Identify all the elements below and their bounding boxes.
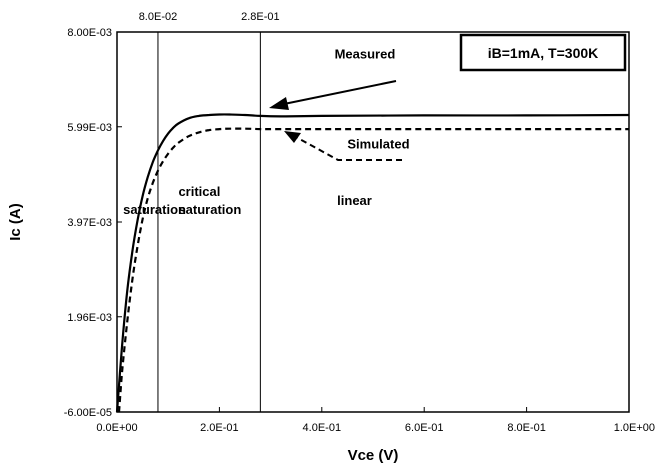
x-tick-label: 2.0E-01 [200,422,239,434]
measured-label: Measured [335,46,396,61]
simulated-arrow-head [284,131,301,143]
plot-border [116,31,630,413]
y-axis-ticks: -6.00E-05 1.96E-03 3.97E-03 5.99E-03 8.00E-0… [64,27,122,419]
x-tick-label: 0.0E+00 [96,422,137,434]
series-simulated-line [117,127,629,413]
y-tick-label: -6.00E-05 [64,407,112,419]
info-box-frame [459,33,627,72]
y-tick-label: 5.99E-03 [67,122,112,134]
x-axis-ticks: 0.0E+00 2.0E-01 4.0E-01 6.0E-01 8.0E-01 1.0E+… [96,407,655,434]
x-tick-label: 1.0E+00 [614,422,655,434]
series-annotations: Measured Simulated [269,46,410,161]
x-tick-label: 4.0E-01 [303,422,342,434]
y-tick-label: 3.97E-03 [67,217,112,229]
measured-arrow-line [283,80,397,105]
y-tick-label: 1.96E-03 [67,312,112,324]
region-label: critical saturation [178,184,241,217]
x-tick-label: 8.0E-01 [507,422,546,434]
y-axis-title: Ic (A) [7,203,24,241]
simulated-arrow-line [295,136,402,161]
y-tick-label: 8.00E-03 [67,27,112,39]
info-box-text: iB=1mA, T=300K [488,45,599,61]
region-label: saturation [123,202,186,217]
x-axis-title: Vce (V) [348,447,399,464]
region-label: linear [337,193,372,208]
x-tick-label: 6.0E-01 [405,422,444,434]
vertical-marker-label: 2.8E-01 [241,11,280,23]
info-box: iB=1mA, T=300K [459,33,627,72]
vertical-markers: 8.0E-02 2.8E-01 [139,11,280,412]
plot-area [116,31,630,413]
series-layer [115,113,630,413]
series-measured-line [115,113,630,413]
simulated-label: Simulated [347,136,409,151]
measured-arrow-head [269,97,289,110]
vertical-marker-label: 8.0E-02 [139,11,178,23]
